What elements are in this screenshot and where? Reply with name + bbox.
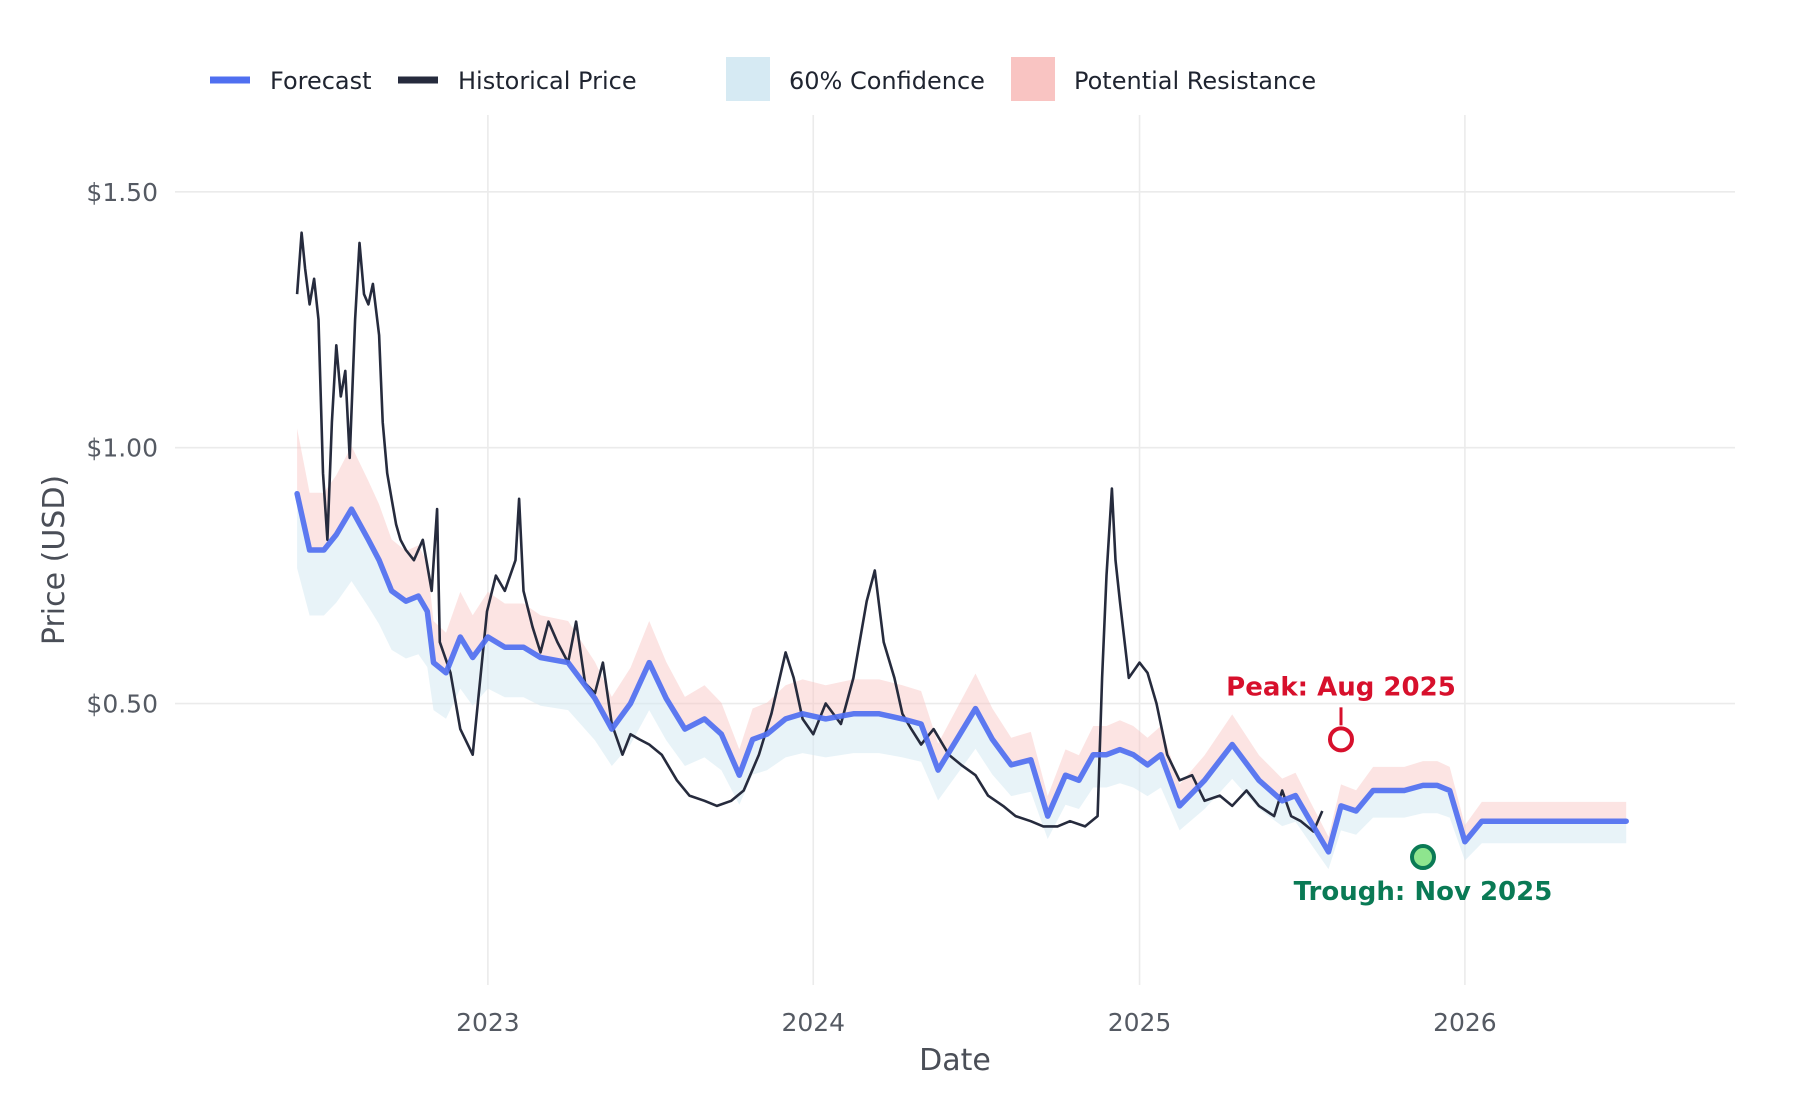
resistance-band [297, 428, 1627, 852]
legend-historical: Historical Price [398, 67, 637, 95]
legend-forecast: Forecast [210, 67, 372, 95]
legend-resistance: Potential Resistance [1011, 57, 1316, 101]
legend-label: Potential Resistance [1074, 67, 1316, 95]
x-tick-label: 2026 [1433, 1008, 1497, 1037]
confidence-band [297, 493, 1627, 870]
historical-price-line [295, 231, 1324, 833]
legend-swatch [1011, 57, 1055, 101]
legend-label: Historical Price [458, 67, 637, 95]
x-tick-label: 2023 [456, 1008, 520, 1037]
y-tick-label: $1.50 [86, 178, 158, 207]
legend-label: Forecast [270, 67, 372, 95]
x-tick-label: 2024 [781, 1008, 845, 1037]
x-axis-title: Date [919, 1043, 991, 1078]
y-tick-label: $0.50 [86, 690, 158, 719]
y-tick-label: $1.00 [86, 434, 158, 463]
bands [297, 428, 1627, 870]
legend: Forecast Historical Price 60% Confidence Po… [210, 57, 1316, 101]
legend-confidence: 60% Confidence [726, 57, 985, 101]
series-lines [294, 231, 1629, 855]
legend-swatch [726, 57, 770, 101]
annotations: Peak: Aug 2025 Trough: Nov 2025 [1226, 672, 1552, 907]
peak-marker [1327, 726, 1354, 753]
peak-label: Peak: Aug 2025 [1226, 672, 1456, 702]
y-axis-title: Price (USD) [37, 475, 72, 645]
x-tick-label: 2025 [1108, 1008, 1172, 1037]
axes: 2023 2024 2025 2026 $0.50 $1.00 $1.50 Date Price… [37, 178, 1497, 1078]
forecast-line [294, 490, 1629, 855]
trough-label: Trough: Nov 2025 [1294, 877, 1553, 907]
legend-label: 60% Confidence [789, 67, 985, 95]
trough-marker [1410, 844, 1436, 871]
